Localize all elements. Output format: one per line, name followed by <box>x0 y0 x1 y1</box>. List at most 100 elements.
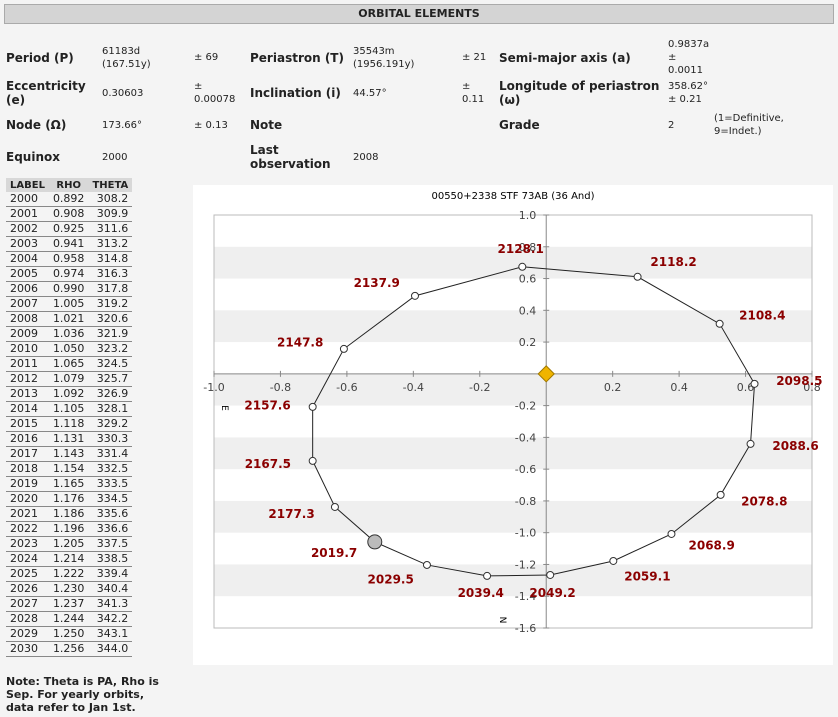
table-row: 2022 1.196 336.6 <box>6 521 133 537</box>
point-label: 2029.5 <box>368 572 414 586</box>
element-label: Inclination (i) <box>250 86 341 100</box>
current-position <box>367 534 383 550</box>
plot-frame <box>213 214 813 629</box>
table-row: 2002 0.925 311.6 <box>6 221 133 237</box>
table-cell: 1.105 <box>48 401 89 417</box>
table-cell: 329.2 <box>88 416 133 432</box>
y-tick-label: -1.4 <box>515 590 536 603</box>
orbit-point <box>422 560 431 569</box>
element-value: 61183d (167.51y) <box>102 45 151 70</box>
table-cell: 2023 <box>6 536 49 552</box>
y-tick-label: -1.6 <box>515 622 536 635</box>
y-tick-label: -1.2 <box>515 558 536 571</box>
orbit-point <box>308 456 317 465</box>
table-cell: 1.165 <box>48 476 89 492</box>
element-error: ± 0.11 <box>462 81 485 105</box>
table-row: 2013 1.092 326.9 <box>6 386 133 402</box>
table-row: 2005 0.974 316.3 <box>6 266 133 282</box>
table-cell: 2024 <box>6 551 49 567</box>
orbit-point <box>716 490 725 499</box>
element-value: 2008 <box>353 151 379 163</box>
element-label: Grade <box>499 118 540 132</box>
grid-band <box>214 310 812 343</box>
table-row: 2006 0.990 317.8 <box>6 281 133 297</box>
table-cell: 1.131 <box>48 431 89 447</box>
orbit-point <box>633 272 642 281</box>
table-cell: 1.065 <box>48 356 89 372</box>
x-tick-label: -0.4 <box>403 381 424 394</box>
table-row: 2010 1.050 323.2 <box>6 341 133 357</box>
table-cell: 319.2 <box>88 296 133 312</box>
table-cell: 332.5 <box>88 461 133 477</box>
table-cell: 1.196 <box>48 521 89 537</box>
table-cell: 309.9 <box>88 206 133 222</box>
point-label: 2039.4 <box>458 586 504 600</box>
section-header: ORBITAL ELEMENTS <box>4 4 834 24</box>
table-cell: 1.036 <box>48 326 89 342</box>
element-label: Period (P) <box>6 50 74 65</box>
point-label: 2059.1 <box>624 570 670 584</box>
element-value: 44.57° <box>353 87 387 99</box>
table-row: 2018 1.154 332.5 <box>6 461 133 477</box>
table-row: 2025 1.222 339.4 <box>6 566 133 582</box>
table-cell: 0.941 <box>48 236 89 252</box>
element-label: Longitude of periastron (ω) <box>499 79 660 107</box>
table-cell: 324.5 <box>88 356 133 372</box>
table-row: 2000 0.892 308.2 <box>6 192 133 207</box>
table-cell: 311.6 <box>88 221 133 237</box>
y-tick-label: 0.4 <box>519 304 537 317</box>
chart-title: 00550+2338 STF 73AB (36 And) <box>431 191 594 202</box>
grid-band <box>214 373 812 406</box>
table-cell: 2025 <box>6 566 49 582</box>
table-row: 2028 1.244 342.2 <box>6 611 133 627</box>
point-label: 2128.1 <box>498 242 544 256</box>
element-error: (1=Definitive, 9=Indet.) <box>714 113 784 137</box>
table-cell: 2009 <box>6 326 49 342</box>
element-error: ± 21 <box>462 52 487 63</box>
table-cell: 313.2 <box>88 236 133 252</box>
table-row: 2024 1.214 338.5 <box>6 551 133 567</box>
note: Note: Theta is PA, Rho is Sep. For yearl… <box>6 675 159 714</box>
table-cell: 2012 <box>6 371 49 387</box>
table-cell: 1.230 <box>48 581 89 597</box>
table-cell: 342.2 <box>88 611 133 627</box>
table-row: 2023 1.205 337.5 <box>6 536 133 552</box>
table-header: LABEL RHO THETA <box>6 178 133 192</box>
table-cell: 2030 <box>6 641 49 657</box>
table-cell: 2026 <box>6 581 49 597</box>
table-row: 2001 0.908 309.9 <box>6 206 133 222</box>
table-cell: 1.154 <box>48 461 89 477</box>
table-cell: 343.1 <box>88 626 133 642</box>
table-cell: 2029 <box>6 626 49 642</box>
element-label: Last observation <box>250 143 331 171</box>
orbit-point <box>330 502 339 511</box>
element-label: Note <box>250 118 283 132</box>
table-cell: 331.4 <box>88 446 133 462</box>
table-cell: 1.118 <box>48 416 89 432</box>
table-cell: 0.958 <box>48 251 89 267</box>
element-value: 0.9837a ± 0.0011 <box>668 39 710 76</box>
table-cell: 1.021 <box>48 311 89 327</box>
point-label: 2147.8 <box>277 335 323 349</box>
table-row: 2027 1.237 341.3 <box>6 596 133 612</box>
point-label: 2098.5 <box>776 374 822 388</box>
point-label: 2108.4 <box>739 308 785 322</box>
table-row: 2004 0.958 314.8 <box>6 251 133 267</box>
table-cell: 323.2 <box>88 341 133 357</box>
y-axis-label: N <box>497 617 507 624</box>
point-label: 2068.9 <box>689 538 735 552</box>
table-cell: 314.8 <box>88 251 133 267</box>
table-cell: 341.3 <box>88 596 133 612</box>
orbit-point <box>308 402 317 411</box>
table-cell: 0.925 <box>48 221 89 237</box>
primary-star <box>537 365 555 383</box>
table-cell: 2020 <box>6 491 49 507</box>
table-cell: 1.186 <box>48 506 89 522</box>
orbital-elements: Period (P) 61183d (167.51y) ± 69 Periastron… <box>4 38 832 173</box>
point-label: 2118.2 <box>650 255 696 269</box>
element-value: 2 <box>668 119 675 131</box>
element-error: ± 69 <box>194 52 219 63</box>
y-tick-label: -0.4 <box>515 431 536 444</box>
element-value: 2000 <box>102 151 128 163</box>
table-cell: 339.4 <box>88 566 133 582</box>
